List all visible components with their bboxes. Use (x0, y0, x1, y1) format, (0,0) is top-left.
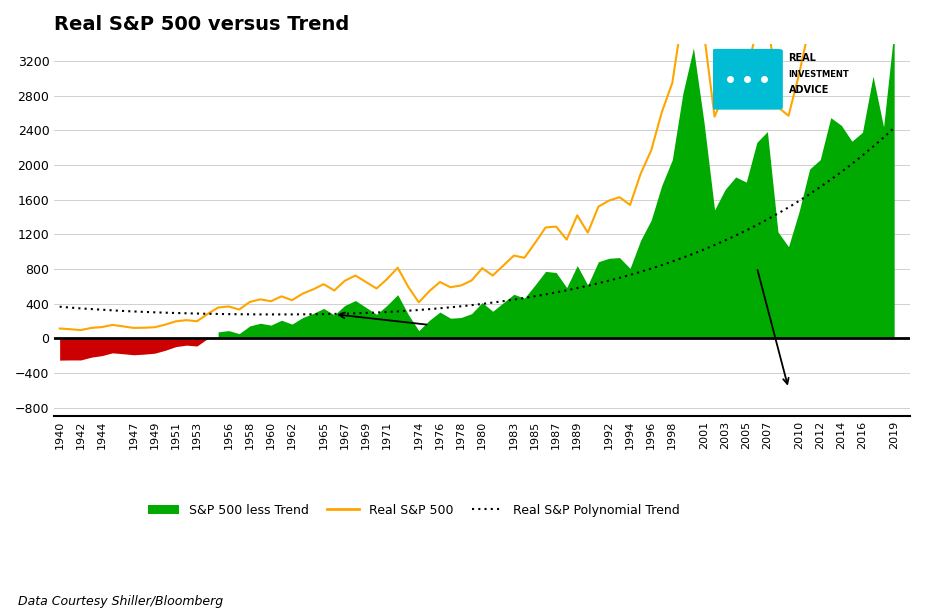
Text: Data Courtesy Shiller/Bloomberg: Data Courtesy Shiller/Bloomberg (18, 595, 224, 608)
Text: Real S&P 500 versus Trend: Real S&P 500 versus Trend (55, 15, 350, 34)
Legend: S&P 500 less Trend, Real S&P 500, Real S&P Polynomial Trend: S&P 500 less Trend, Real S&P 500, Real S… (142, 499, 684, 522)
